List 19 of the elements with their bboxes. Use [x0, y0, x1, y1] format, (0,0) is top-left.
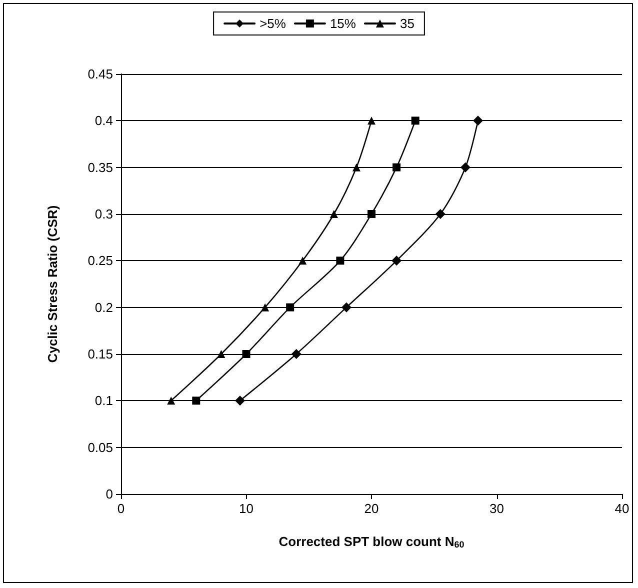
y-tick-label: 0.25: [88, 253, 113, 268]
x-tick-label: 0: [117, 501, 125, 516]
y-tick-label: 0.3: [94, 206, 113, 222]
x-tick-label: 30: [490, 501, 504, 516]
y-axis-title: Cyclic Stress Ratio (CSR): [45, 205, 60, 363]
y-tick-label: 0.1: [94, 393, 113, 408]
y-tick-label: 0.35: [88, 160, 113, 175]
x-tick-label: 10: [239, 501, 254, 516]
x-tick-label: 20: [364, 501, 379, 516]
y-tick-label: 0.05: [88, 440, 113, 455]
x-tick-label: 40: [614, 501, 630, 516]
legend-label: >5%: [260, 16, 286, 31]
legend-label: 15%: [330, 16, 356, 31]
y-tick-label: 0.45: [88, 66, 113, 82]
y-tick-label: 0: [106, 486, 113, 502]
y-tick-label: 0.4: [94, 113, 113, 128]
legend-label: 35: [400, 16, 414, 31]
y-tick-label: 0.15: [88, 346, 113, 362]
y-tick-label: 0.2: [94, 300, 113, 315]
